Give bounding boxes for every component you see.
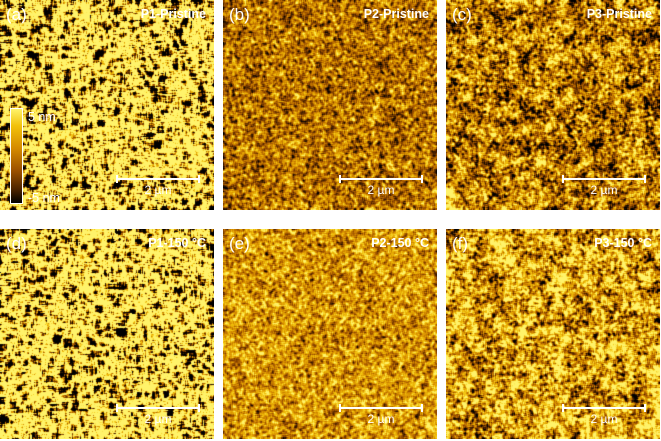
colorbar-min-label: -5 nm <box>28 191 60 205</box>
scale-bar-label: 2 µm <box>590 183 618 197</box>
panel-label: (c) <box>452 5 472 24</box>
panel-label: (a) <box>6 5 27 24</box>
afm-image-p3-pristine: (c) P3-Pristine 2 µm <box>446 0 660 210</box>
panel-title: P3-150 °C <box>594 236 652 250</box>
afm-height-map <box>223 0 437 210</box>
panel-label: (d) <box>6 234 27 253</box>
panel-label: (f) <box>452 234 469 253</box>
panel-title: P1-150 °C <box>148 236 206 250</box>
afm-image-p1-150c: (d) P1-150 °C 2 µm <box>0 229 214 439</box>
panel-title: P2-Pristine <box>363 7 429 21</box>
scale-bar-label: 2 µm <box>590 412 618 426</box>
scale-bar <box>116 404 200 412</box>
afm-height-map <box>0 0 214 210</box>
scale-bar-label: 2 µm <box>367 183 395 197</box>
height-colorbar <box>10 108 23 204</box>
colorbar-max-label: 5 nm <box>28 110 56 124</box>
scale-bar-label: 2 µm <box>144 412 172 426</box>
afm-image-p3-150c: (f) P3-150 °C 2 µm <box>446 229 660 439</box>
panel-title: P1-Pristine <box>140 7 206 21</box>
panel-label: (b) <box>229 5 250 24</box>
scale-bar <box>562 175 646 183</box>
afm-height-map <box>0 229 214 439</box>
scale-bar <box>562 404 646 412</box>
afm-image-p2-pristine: (b) P2-Pristine 2 µm <box>223 0 437 210</box>
scale-bar-label: 2 µm <box>367 412 395 426</box>
panel-label: (e) <box>229 234 250 253</box>
afm-height-map <box>223 229 437 439</box>
scale-bar <box>116 175 200 183</box>
scale-bar-label: 2 µm <box>144 183 172 197</box>
afm-height-map <box>446 0 660 210</box>
afm-image-p1-pristine: (a) P1-Pristine 2 µm 5 nm -5 nm <box>0 0 214 210</box>
afm-height-map <box>446 229 660 439</box>
panel-title: P2-150 °C <box>371 236 429 250</box>
panel-title: P3-Pristine <box>586 7 652 21</box>
scale-bar <box>339 175 423 183</box>
afm-image-p2-150c: (e) P2-150 °C 2 µm <box>223 229 437 439</box>
scale-bar <box>339 404 423 412</box>
